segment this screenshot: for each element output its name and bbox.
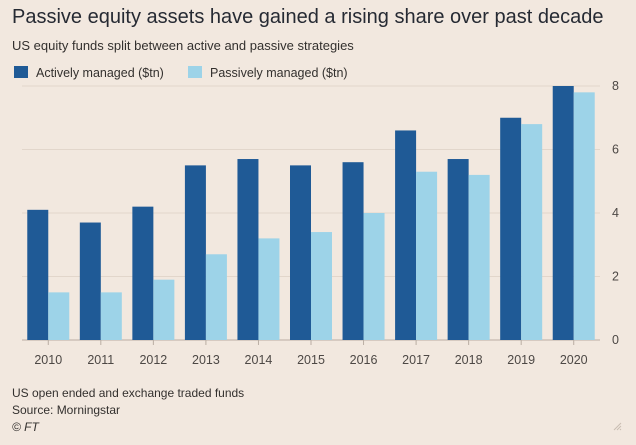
x-tick-label: 2015 <box>297 353 325 367</box>
bar-actively-managed-2011 <box>79 222 101 340</box>
bar-actively-managed-2012 <box>132 206 154 340</box>
legend: Actively managed ($tn) Passively managed… <box>14 66 348 80</box>
y-tick-label: 8 <box>612 79 619 93</box>
bar-actively-managed-2013 <box>184 165 206 340</box>
y-axis: 0 2 4 6 8 <box>612 79 619 347</box>
bar-actively-managed-2020 <box>552 86 574 340</box>
bar-actively-managed-2017 <box>395 130 417 340</box>
y-tick-label: 2 <box>612 270 619 284</box>
bar-actively-managed-2015 <box>290 165 311 340</box>
legend-label-actively-managed: Actively managed ($tn) <box>36 66 164 80</box>
x-tick-label: 2010 <box>34 353 62 367</box>
bar-passively-managed-2018 <box>468 174 490 340</box>
source-note: Source: Morningstar <box>12 403 121 417</box>
bar-passively-managed-2017 <box>416 171 438 340</box>
x-tick-label: 2012 <box>139 353 167 367</box>
bar-passively-managed-2013 <box>205 254 227 340</box>
bar-actively-managed-2010 <box>27 209 49 340</box>
x-tick-label: 2020 <box>560 353 588 367</box>
y-tick-label: 4 <box>612 206 619 220</box>
x-tick-label: 2019 <box>507 353 535 367</box>
chart-title: Passive equity assets have gained a risi… <box>12 6 604 28</box>
y-tick-label: 6 <box>612 143 619 157</box>
bar-passively-managed-2015 <box>311 232 332 340</box>
bar-passively-managed-2011 <box>100 292 122 340</box>
bars <box>27 86 595 340</box>
x-tick-label: 2018 <box>455 353 483 367</box>
bar-passively-managed-2010 <box>48 292 70 340</box>
resize-grip-icon <box>613 422 622 431</box>
x-tick-label: 2011 <box>87 353 114 367</box>
legend-swatch-passively-managed <box>188 66 202 78</box>
bar-actively-managed-2018 <box>447 159 469 340</box>
copyright-credit: © FT <box>12 420 39 434</box>
bar-actively-managed-2014 <box>237 159 259 340</box>
x-tick-label: 2017 <box>402 353 430 367</box>
bar-actively-managed-2019 <box>500 117 522 340</box>
bar-passively-managed-2016 <box>363 213 385 340</box>
bar-passively-managed-2012 <box>153 279 175 340</box>
footnote: US open ended and exchange traded funds <box>12 386 245 400</box>
x-axis: 2010 2011 2012 2013 2014 2015 2016 2017 2018 2019… <box>34 340 588 367</box>
x-tick-label: 2016 <box>350 353 378 367</box>
legend-swatch-actively-managed <box>14 66 28 78</box>
legend-label-passively-managed: Passively managed ($tn) <box>210 66 348 80</box>
chart-subtitle: US equity funds split between active and… <box>12 38 354 53</box>
x-tick-label: 2014 <box>245 353 273 367</box>
x-tick-label: 2013 <box>192 353 220 367</box>
bar-actively-managed-2016 <box>342 162 364 340</box>
y-tick-label: 0 <box>612 333 619 347</box>
bar-passively-managed-2020 <box>573 92 595 340</box>
bar-passively-managed-2019 <box>521 124 543 340</box>
bar-passively-managed-2014 <box>258 238 280 340</box>
